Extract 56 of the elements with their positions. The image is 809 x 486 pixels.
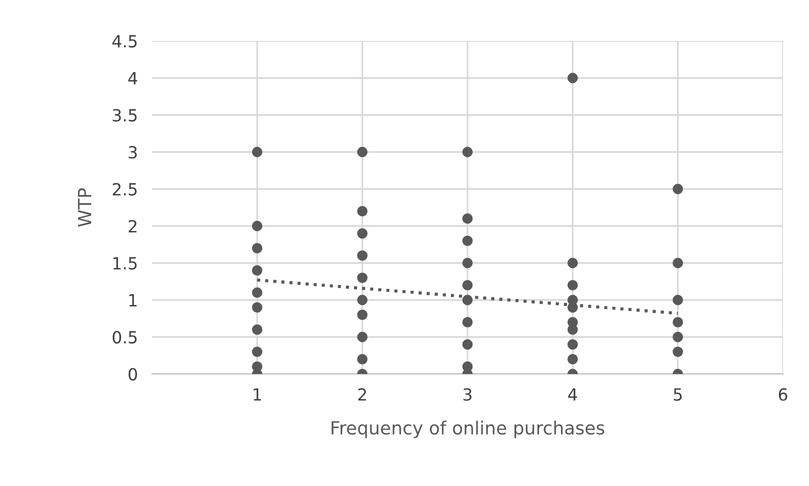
point [357,294,368,306]
point [672,317,684,328]
point [462,294,473,306]
point [672,184,684,194]
point [462,317,473,328]
point [462,339,473,350]
point [672,294,684,306]
y-tick-label: 0 [128,368,138,381]
point [462,146,473,158]
y-tick-label: 3.5 [112,108,137,122]
point [567,280,578,290]
point [567,339,578,350]
point [357,272,368,283]
point [567,302,578,313]
x-tick-label: 6 [778,388,788,401]
point [567,354,578,364]
point [567,72,578,84]
point [567,258,578,268]
point [462,280,473,290]
point [462,236,473,246]
point [672,346,684,357]
point [252,302,262,313]
point [357,206,368,216]
point [672,332,684,342]
point [357,310,368,320]
point [252,220,262,232]
x-tick-label: 2 [358,388,366,401]
point [252,146,262,158]
point [357,354,368,364]
x-tick-label: 5 [674,388,682,401]
y-tick-label: 4 [128,72,138,84]
y-tick-label: 3 [128,146,137,159]
point [252,265,262,276]
x-tick-label: 4 [568,388,578,401]
point [357,228,368,239]
point [357,250,368,261]
y-tick-label: 0.5 [112,330,137,344]
y-tick-label: 4.5 [112,35,137,48]
point [462,213,473,224]
y-axis-title: WTP [78,188,92,227]
y-tick-label: 1.5 [113,257,137,270]
y-tick-label: 2.5 [112,182,137,196]
y-tick-label: 2 [128,220,136,232]
y-tick-label: 1 [129,294,137,306]
x-tick-label: 1 [254,388,261,401]
point [672,258,684,268]
x-axis-title: Frequency of online purchases [332,420,604,438]
point [462,258,473,268]
point [567,324,578,335]
point [357,332,368,342]
x-tick-label: 3 [463,388,472,401]
point [357,146,368,158]
point [252,287,262,298]
point [252,346,262,357]
point [252,324,262,335]
point [252,243,262,254]
